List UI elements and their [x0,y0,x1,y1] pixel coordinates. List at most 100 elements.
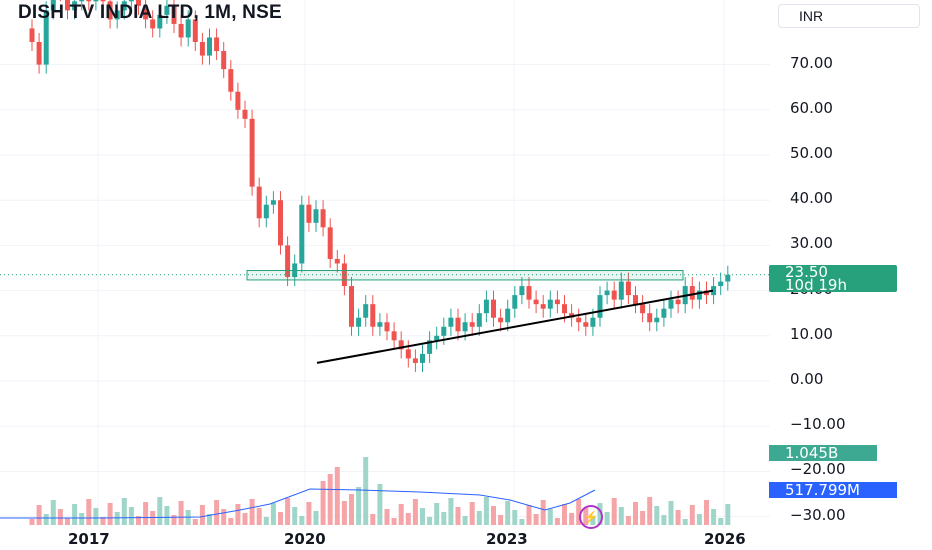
volume-bar [704,500,709,525]
candle-body [384,322,390,332]
candle-body [427,340,433,354]
volume-bar [576,499,582,525]
candle-body [654,317,660,323]
volume-bar [377,484,383,525]
candle-body [711,286,717,296]
volume-bar [334,467,340,525]
candle-body [562,304,567,314]
candle-body [618,281,624,300]
volume-ma-badge: 517.799M [769,482,897,498]
candle-body [299,204,305,264]
time-axis-label: 2026 [704,530,746,548]
volume-bar [121,498,127,525]
candle-body [306,204,312,223]
candle-body [441,326,447,336]
bar-countdown: 10d 19h [785,276,847,294]
volume-bar [320,481,326,525]
candle-body [171,5,177,24]
price-axis-label: 0.00 [790,370,824,388]
volume-bar [654,506,660,525]
price-axis-label: 10.00 [790,325,833,343]
lightning-bolt-icon[interactable]: ⚡ [579,505,603,529]
candle-body [150,19,156,29]
candle-body [391,331,397,341]
candle-body [469,322,475,327]
price-axis-label: −30.00 [790,506,846,524]
candle-body [505,308,511,323]
candle-body [143,5,149,20]
volume-bar [36,505,42,525]
volume-bar [79,513,85,525]
candle-body [668,299,674,309]
candle-body [86,0,92,2]
candle-body [547,299,553,309]
candle-body [36,42,42,65]
rising-trendline [316,289,714,364]
price-axis-label: 60.00 [790,99,833,117]
volume-bar [462,516,468,525]
candle-body [519,286,525,296]
last-price-badge: 23.50 10d 19h [769,263,897,294]
last-price-value: 23.50 [785,263,828,281]
candle-body [121,1,127,11]
volume-bar [164,506,170,525]
volume-bar [221,509,227,525]
volume-bar [469,502,475,525]
volume-bar [349,494,354,525]
volume-badge: 1.045B [769,445,877,461]
volume-bar [526,505,532,525]
candle-body [689,286,695,300]
volume-bar [143,502,149,525]
candle-body [462,322,468,332]
candle-body [128,0,134,2]
volume-bar [455,507,461,525]
volume-bar [562,504,567,525]
volume-bar [647,497,653,525]
volume-bar [50,500,56,525]
candle-body [136,0,141,6]
volume-bar [114,512,120,525]
volume-bar [171,515,177,525]
volume-bar [533,514,539,525]
candle-body [533,299,539,305]
volume-bar [363,457,369,525]
candle-body [72,1,78,11]
candle-body [377,322,383,327]
candle-body [278,200,283,246]
volume-bar [689,505,695,525]
volume-bar [675,510,681,525]
volume-bar [483,497,489,525]
volume-bar [420,508,425,525]
candle-body [576,317,582,323]
currency-selector[interactable]: INR [778,4,920,28]
volume-bar [434,503,440,525]
volume-bar [43,514,49,525]
candle-body [313,209,319,223]
volume-bar [718,518,724,525]
volume-bar [412,499,418,525]
candlesticks [29,0,731,372]
candle-body [65,0,70,11]
candle-body [590,317,596,327]
volume-bar [327,474,333,525]
volume-bar [235,504,241,525]
time-axis-label: 2023 [486,530,528,548]
chart-title[interactable]: DISH TV INDIA LTD, 1M, NSE [18,2,282,23]
candle-body [43,10,49,65]
candle-body [526,286,532,300]
volume-bar [299,516,305,525]
candle-body [540,304,546,309]
volume-bar [313,511,319,525]
volume-bar [725,504,731,525]
candle-body [285,245,291,278]
candle-body [235,91,241,110]
candle-body [107,1,113,20]
volume-bar [29,519,35,525]
volume-bar [285,498,291,525]
volume-bar [448,498,454,525]
candle-body [398,340,404,350]
candle-body [725,274,731,282]
candle-body [199,42,205,56]
candle-body [412,358,418,363]
